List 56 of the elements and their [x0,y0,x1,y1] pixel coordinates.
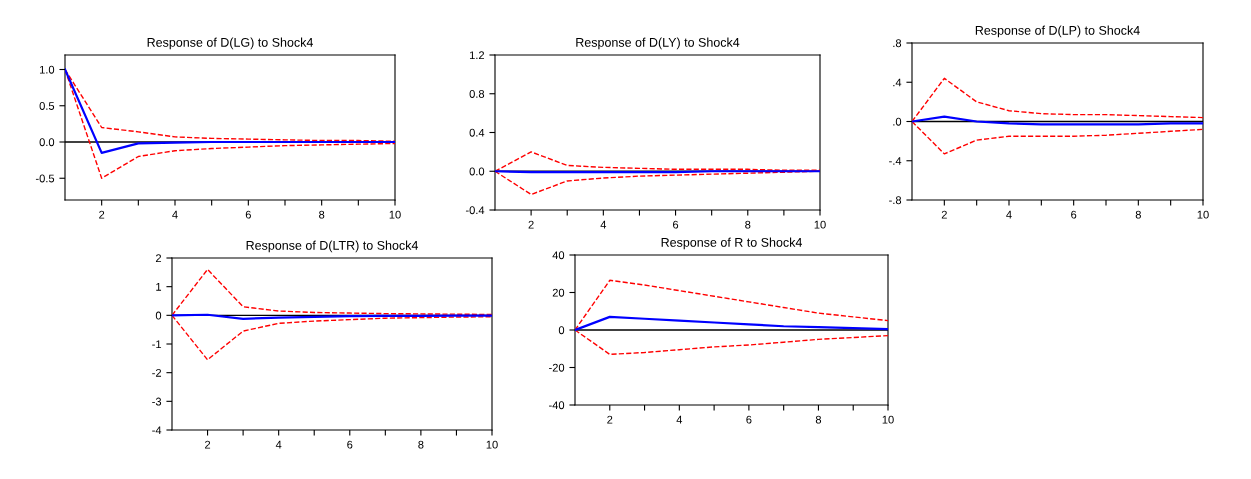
y-tick-label: -4 [152,426,162,435]
chart-title: Response of D(LY) to Shock4 [576,37,740,50]
y-tick-label: .4 [893,78,902,87]
x-tick-label: 2 [941,210,947,219]
y-tick-label: .8 [893,39,902,48]
x-tick-label: 8 [815,415,822,424]
x-tick-label: 8 [319,210,325,219]
chart-title: Response of D(LG) to Shock4 [147,37,314,50]
y-tick-label: .0 [893,117,902,126]
x-tick-label: 4 [600,220,607,229]
y-tick-label: 0.0 [39,138,55,147]
y-tick-label: 0.4 [469,128,485,137]
chart-title: Response of D(LTR) to Shock4 [246,240,419,253]
y-tick-label: 0.0 [469,167,485,176]
y-tick-label: -.8 [889,196,902,205]
x-tick-label: 6 [673,220,679,229]
y-tick-label: 20 [552,288,565,297]
x-tick-label: 2 [607,415,613,424]
x-tick-label: 10 [389,210,401,219]
y-tick-label: -1 [152,340,162,349]
x-tick-label: 2 [528,220,534,229]
chart-title: Response of R to Shock4 [661,237,803,250]
x-tick-label: 6 [347,440,353,449]
x-tick-label: 2 [205,440,211,449]
y-tick-label: 0 [558,326,565,335]
y-tick-label: 1.0 [39,65,55,74]
x-tick-label: 6 [245,210,251,219]
y-tick-label: -40 [549,401,565,410]
chart-title: Response of D(LP) to Shock4 [975,25,1140,38]
y-tick-label: -0.5 [35,174,55,183]
y-tick-label: 40 [552,251,565,260]
y-tick-label: 0.5 [39,102,55,110]
x-tick-label: 10 [1197,210,1209,219]
y-tick-label: 1 [156,283,162,291]
y-tick-label: 1.2 [469,51,485,60]
y-tick-label: 2 [155,254,162,263]
x-tick-label: 10 [882,415,894,424]
x-tick-label: 2 [99,210,105,219]
x-tick-label: 8 [1135,210,1141,219]
y-tick-label: 0 [155,311,162,320]
x-tick-label: 6 [746,415,752,424]
x-tick-label: 8 [745,220,751,229]
y-tick-label: -20 [549,363,565,372]
y-tick-label: -0.4 [465,206,485,215]
x-tick-label: 8 [418,440,424,449]
x-tick-label: 4 [676,415,683,424]
x-tick-label: 4 [172,210,178,219]
y-tick-label: -2 [152,368,162,377]
y-tick-label: -3 [152,397,162,406]
x-tick-label: 10 [486,440,498,449]
x-tick-label: 6 [1071,210,1077,219]
y-tick-label: 0.8 [469,90,485,98]
x-tick-label: 4 [275,440,282,449]
y-tick-label: -.4 [889,157,902,165]
x-tick-label: 4 [1006,210,1012,219]
x-tick-label: 10 [814,220,826,229]
